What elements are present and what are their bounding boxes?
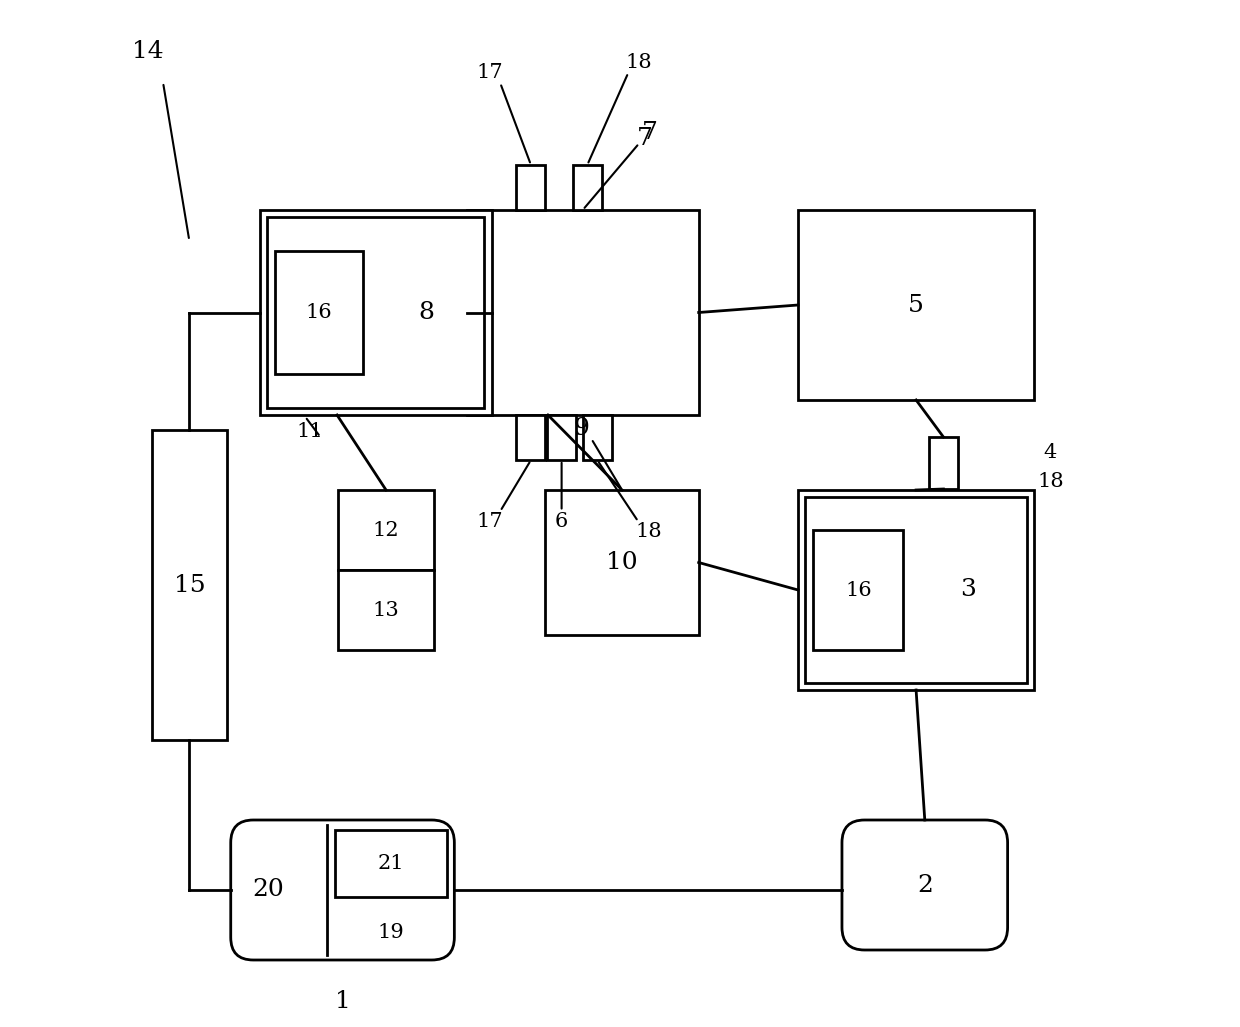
Text: 19: 19 <box>377 922 404 942</box>
Text: 8: 8 <box>419 301 435 324</box>
Bar <box>799 210 1034 400</box>
Bar <box>275 251 363 374</box>
Bar <box>259 210 491 415</box>
Bar <box>813 530 903 650</box>
Text: 18: 18 <box>625 52 652 72</box>
Text: 15: 15 <box>174 573 205 597</box>
Bar <box>805 497 1027 683</box>
Text: 21: 21 <box>378 853 404 873</box>
Text: 16: 16 <box>844 580 872 600</box>
Text: 12: 12 <box>373 521 399 539</box>
Bar <box>583 415 611 460</box>
Text: 1: 1 <box>335 990 351 1013</box>
Bar <box>547 415 577 460</box>
Text: 3: 3 <box>960 578 976 602</box>
Bar <box>517 415 546 460</box>
Text: 5: 5 <box>908 294 924 316</box>
Text: 9: 9 <box>573 417 589 440</box>
Bar <box>517 165 546 210</box>
Text: 10: 10 <box>606 551 637 574</box>
Text: 6: 6 <box>556 512 568 531</box>
FancyBboxPatch shape <box>231 820 454 960</box>
FancyBboxPatch shape <box>842 820 1008 950</box>
Text: 20: 20 <box>253 878 284 902</box>
Text: 4: 4 <box>1044 443 1056 462</box>
Text: 11: 11 <box>296 422 324 442</box>
Text: 13: 13 <box>373 601 399 619</box>
Text: 17: 17 <box>476 512 503 531</box>
Bar <box>339 490 434 570</box>
Bar <box>267 217 485 408</box>
Text: 2: 2 <box>916 874 932 897</box>
Bar <box>335 830 448 897</box>
Bar <box>573 165 601 210</box>
Bar <box>466 210 698 415</box>
Text: 16: 16 <box>306 303 332 322</box>
Bar <box>929 438 959 489</box>
Bar <box>799 490 1034 690</box>
Text: 7: 7 <box>636 126 652 150</box>
Bar <box>546 490 698 635</box>
Text: 18: 18 <box>635 523 662 541</box>
Text: 7: 7 <box>641 121 657 145</box>
Bar <box>153 430 227 740</box>
Text: 18: 18 <box>1037 471 1064 491</box>
Text: 14: 14 <box>131 40 164 63</box>
Text: 17: 17 <box>476 63 503 82</box>
Bar <box>339 570 434 650</box>
